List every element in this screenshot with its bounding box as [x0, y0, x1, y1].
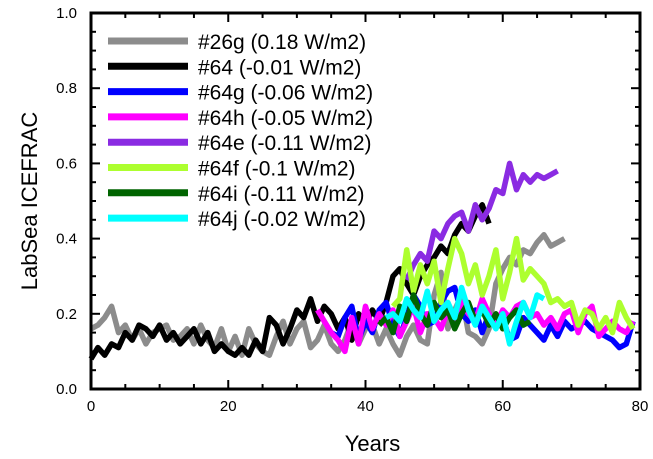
series-layer — [88, 160, 636, 361]
y-tick-label: 0.2 — [56, 306, 77, 323]
series-line-4 — [404, 160, 559, 282]
legend-label: #64e (-0.11 W/m2) — [198, 132, 372, 155]
x-tick-label: 20 — [220, 398, 237, 415]
x-tick-label: 60 — [494, 398, 511, 415]
legend-label: #26g (0.18 W/m2) — [198, 31, 366, 54]
legend-label: #64 (-0.01 W/m2) — [198, 56, 361, 79]
series-line-7 — [384, 284, 546, 347]
y-tick-label: 0.6 — [56, 155, 77, 172]
series-line-5 — [390, 235, 636, 336]
x-tick-label: 0 — [87, 398, 95, 415]
y-tick-label: 0.0 — [56, 381, 77, 398]
legend-label: #64h (-0.05 W/m2) — [198, 107, 373, 130]
y-axis-title: LabSea ICEFRAC — [17, 112, 42, 291]
legend-label: #64j (-0.02 W/m2) — [198, 208, 366, 231]
x-axis-title: Years — [345, 431, 400, 456]
y-tick-label: 0.4 — [56, 231, 77, 248]
axis-ticks: 0 20 40 60 80 0.0 0.2 0.4 0.6 0.8 1.0 — [56, 5, 648, 415]
x-tick-label: 80 — [632, 398, 649, 415]
y-tick-label: 1.0 — [56, 5, 77, 22]
y-tick-label: 0.8 — [56, 80, 77, 97]
legend-label: #64i (-0.11 W/m2) — [198, 183, 365, 206]
legend: #26g (0.18 W/m2)#64 (-0.01 W/m2) #64g (-0… — [108, 31, 373, 231]
legend-label: #64f (-0.1 W/m2) — [198, 158, 356, 181]
legend-label: #64g (-0.06 W/m2) — [198, 82, 373, 105]
x-tick-label: 40 — [357, 398, 374, 415]
